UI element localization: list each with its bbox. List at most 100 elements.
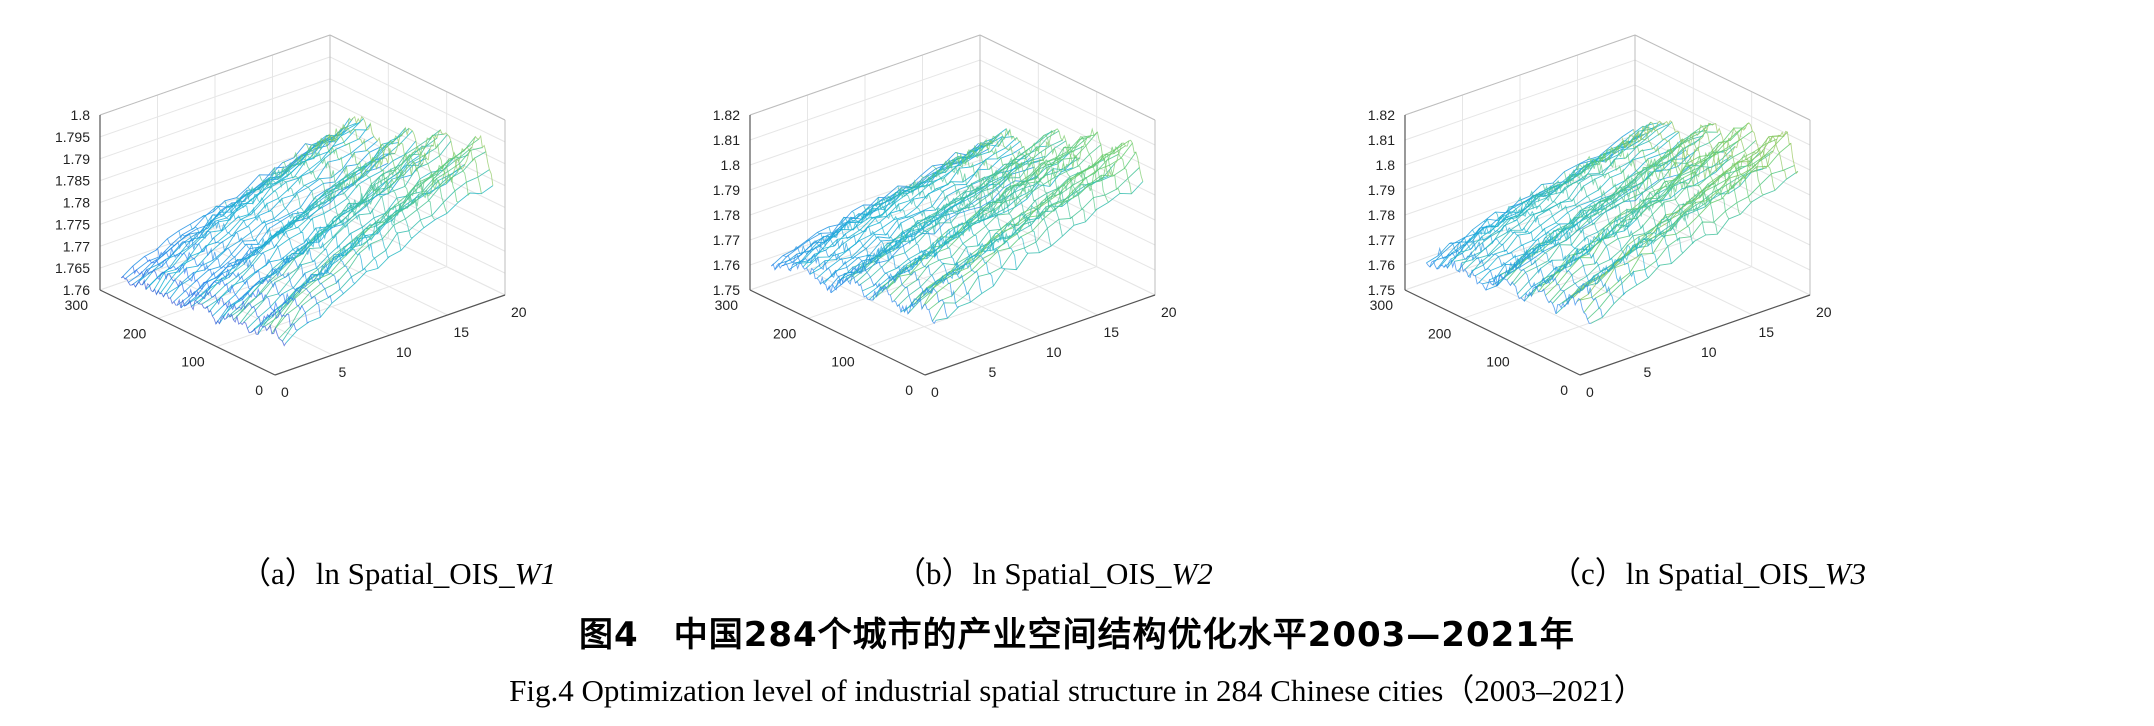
tick-labels-2: 0510152001002003001.751.761.771.781.791.… <box>1368 107 1832 400</box>
z-tick-label: 1.8 <box>721 157 741 173</box>
axis-line <box>924 294 1156 376</box>
y-tick-label: 100 <box>181 354 205 370</box>
figure-title-en: Fig.4 Optimization level of industrial s… <box>509 673 1645 708</box>
gridline-y <box>216 91 448 348</box>
axis-line <box>1404 289 1581 376</box>
gridline-z <box>99 34 506 121</box>
mesh-line-y <box>166 237 333 304</box>
x-tick-label: 0 <box>931 384 939 400</box>
mesh-line-y <box>1426 258 1591 324</box>
mesh-surface-2 <box>1426 120 1799 324</box>
x-tick-label: 15 <box>1104 324 1120 340</box>
y-tick-label: 0 <box>1560 382 1568 398</box>
z-tick-label: 1.79 <box>1368 182 1395 198</box>
mesh-line-y <box>293 140 459 203</box>
mesh-line-y <box>132 265 298 331</box>
z-tick-label: 1.76 <box>63 282 90 298</box>
box-edge <box>1634 34 1811 121</box>
mesh-line-y <box>155 246 321 318</box>
mesh-line-y <box>236 183 402 251</box>
gridline-z <box>1404 34 1811 121</box>
mesh-surface-1 <box>771 127 1144 325</box>
mesh-line-y <box>978 127 1144 182</box>
mesh-line-x <box>935 181 1144 321</box>
mesh-line-y <box>874 191 1040 253</box>
box-edge <box>979 34 1156 121</box>
z-tick-label: 1.8 <box>1376 157 1396 173</box>
y-tick-label: 200 <box>1428 325 1452 341</box>
mesh-line-y <box>862 199 1029 254</box>
mesh-line-y <box>1541 177 1707 236</box>
mesh-line-y <box>1495 205 1661 268</box>
gridline-y <box>1521 91 1753 348</box>
z-tick-label: 1.78 <box>713 207 740 223</box>
z-tick-label: 1.81 <box>1368 132 1395 148</box>
gridline-y <box>808 63 1039 319</box>
z-tick-label: 1.82 <box>713 107 740 123</box>
mesh-line-y <box>1632 120 1799 175</box>
gridline-z <box>1404 59 1811 146</box>
caption-c-prefix: （c）ln Spatial_OIS_ <box>1550 556 1825 591</box>
z-tick-label: 1.82 <box>1368 107 1395 123</box>
mesh-line-y <box>1517 191 1684 254</box>
x-tick-label: 15 <box>454 324 470 340</box>
z-tick-label: 1.77 <box>1368 232 1395 248</box>
axis-line <box>749 289 926 376</box>
mesh-line-x <box>282 169 490 342</box>
mesh-line-y <box>932 156 1098 211</box>
tick-labels-1: 0510152001002003001.751.761.771.781.791.… <box>713 107 1177 400</box>
chart-panel-a: 0 5 10 15 20 0 100 200 300 1.76 1.765 1.77 1.775 1.78… <box>55 34 775 555</box>
z-tick-label: 1.78 <box>63 195 90 211</box>
caption-b-weight: W2 <box>1171 556 1213 591</box>
mesh-line-x <box>886 134 1094 290</box>
z-tick-label: 1.8 <box>71 107 91 123</box>
y-tick-label: 100 <box>831 354 855 370</box>
x-tick-label: 10 <box>1701 344 1717 360</box>
caption-c: （c）ln Spatial_OIS_W3 <box>1550 548 1866 593</box>
y-tick-label: 0 <box>255 382 263 398</box>
x-tick-label: 10 <box>1046 344 1062 360</box>
chart-panel-b: 0 5 10 15 20 0 100 200 300 1.75 1.76 1.77 1.78 1.79 1.… <box>713 34 1425 555</box>
y-tick-label: 200 <box>123 325 147 341</box>
z-tick-label: 1.79 <box>713 182 740 198</box>
z-tick-label: 1.775 <box>55 216 90 232</box>
mesh-line-y <box>955 142 1121 194</box>
mesh-line-y <box>189 219 356 284</box>
gridline-z <box>99 78 506 165</box>
z-tick-label: 1.765 <box>55 260 90 276</box>
mesh-line-y <box>886 186 1052 247</box>
mesh-surface-0 <box>121 115 494 347</box>
tick-labels-0: 0510152001002003001.761.7651.771.7751.78… <box>55 107 527 400</box>
mesh-line-y <box>121 275 287 347</box>
axis-line <box>274 294 506 376</box>
mesh-line-y <box>212 202 379 269</box>
z-tick-label: 1.795 <box>55 129 90 145</box>
z-tick-label: 1.81 <box>713 132 740 148</box>
gridline-y <box>866 91 1098 348</box>
y-tick-label: 100 <box>1486 354 1510 370</box>
mesh-line-y <box>282 150 448 214</box>
mesh-line-y <box>771 261 937 325</box>
caption-b-prefix: （b）ln Spatial_OIS_ <box>895 556 1172 591</box>
mesh-line-y <box>224 193 390 258</box>
x-tick-label: 5 <box>989 364 997 380</box>
caption-a-weight: W1 <box>514 556 556 591</box>
caption-c-weight: W3 <box>1824 556 1866 591</box>
x-tick-label: 15 <box>1759 324 1775 340</box>
mesh-line-y <box>805 235 971 303</box>
mesh-line-y <box>178 230 344 294</box>
y-tick-label: 200 <box>773 325 797 341</box>
mesh-line-y <box>943 150 1109 203</box>
mesh-line-y <box>1552 169 1718 235</box>
axis-line <box>1579 294 1811 376</box>
z-tick-label: 1.785 <box>55 173 90 189</box>
mesh-line-y <box>828 220 994 287</box>
mesh-plot-a: 0510152001002003001.761.7651.771.7751.78… <box>55 34 527 400</box>
z-tick-label: 1.77 <box>63 238 90 254</box>
y-tick-label: 300 <box>1370 297 1394 313</box>
z-tick-label: 1.75 <box>713 282 740 298</box>
mesh-line-y <box>1449 240 1615 304</box>
x-tick-label: 20 <box>1161 304 1177 320</box>
mesh-line-y <box>270 159 436 220</box>
x-tick-label: 20 <box>1816 304 1832 320</box>
